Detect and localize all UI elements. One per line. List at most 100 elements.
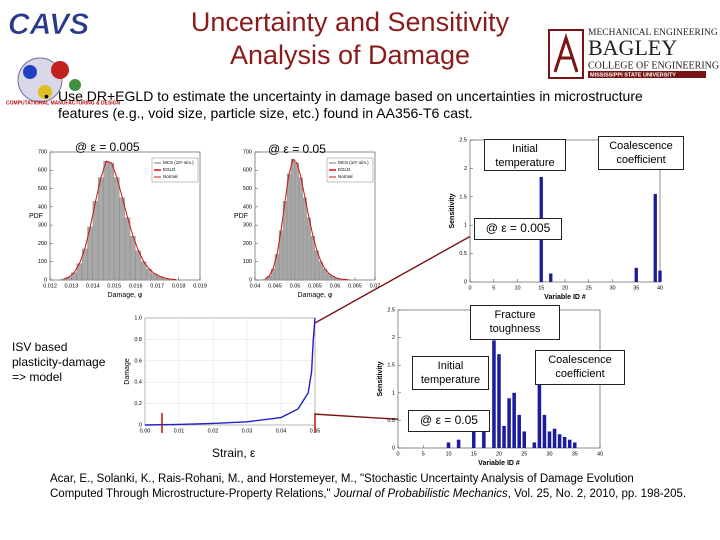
y-tick-label: 400	[243, 204, 252, 210]
x-tick-label: 0.012	[43, 283, 57, 289]
x-tick-label: 0.018	[172, 283, 186, 289]
hist-bar	[290, 159, 295, 281]
x-tick-label: 0.015	[107, 283, 121, 289]
hist-bar	[310, 235, 315, 281]
y-tick-label: 2	[392, 335, 395, 341]
title: Uncertainty and Sensitivity Analysis of …	[150, 6, 550, 72]
y-tick-label: 500	[243, 186, 252, 192]
y-tick-label: 0	[139, 422, 142, 428]
x-tick-label: 0.03	[242, 428, 253, 434]
y-tick-label: 1.5	[387, 363, 395, 369]
fit-curve	[264, 158, 350, 281]
x-axis-label: Damage, φ	[108, 292, 143, 299]
x-tick-label: 0.00	[140, 428, 151, 434]
sensitivity-bar	[522, 431, 527, 448]
department-name: MECHANICAL ENGINEERING	[588, 28, 718, 38]
legend-label: EGLD	[338, 167, 351, 172]
hist-bar	[92, 201, 99, 281]
y-tick-label: 700	[38, 149, 47, 155]
model-caption: ISV based plasticity-damage => model	[12, 340, 106, 384]
college-name: COLLEGE OF ENGINEERING	[588, 60, 719, 71]
legend-label: MCS (10⁴ sim.)	[338, 160, 369, 165]
callout: @ ε = 0.05	[408, 410, 490, 432]
sensitivity-bar	[502, 425, 506, 448]
x-tick-label: 20	[496, 451, 502, 457]
cavs-logo: CAVS COMPUTATIONAL MANUFACTURING & DESIG…	[6, 8, 121, 107]
x-tick-label: 0.017	[150, 283, 164, 289]
x-tick-label: 0.013	[65, 283, 79, 289]
x-tick-label: 15	[471, 451, 477, 457]
sensitivity-bar	[547, 431, 552, 448]
x-tick-label: 0.01	[174, 428, 185, 434]
sensitivity-bar	[482, 420, 486, 448]
x-tick-label: 0.05	[290, 283, 301, 289]
x-tick-label: 0.04	[276, 428, 287, 434]
y-tick-label: 1.5	[459, 194, 467, 200]
title-line: Uncertainty and Sensitivity	[190, 7, 510, 37]
y-axis-label: PDF	[234, 213, 248, 220]
citation-journal: Journal of Probabilistic Mechanics	[333, 488, 508, 500]
strain-caption: Strain, ε	[212, 446, 256, 460]
sensitivity-bar	[532, 442, 537, 448]
x-tick-label: 15	[538, 285, 544, 291]
y-tick-label: 600	[38, 168, 47, 174]
hist-bar	[60, 278, 66, 281]
legend-label: EGLD	[163, 167, 176, 172]
sensitivity-bar	[658, 270, 662, 282]
x-tick-label: 25	[586, 285, 592, 291]
x-axis-label: Variable ID #	[478, 460, 520, 467]
bullet-text: Use DR+EGLD to estimate the uncertainty …	[58, 88, 643, 121]
x-tick-label: 0.07	[370, 283, 381, 289]
callout: Initial temperature	[484, 139, 566, 171]
bagley-name: BAGLEY	[588, 35, 677, 60]
y-tick-label: 0	[464, 279, 467, 285]
university-name: MISSISSIPPI STATE UNIVERSITY	[590, 72, 676, 78]
legend-label: Normal	[163, 174, 178, 179]
sensitivity-bar	[557, 434, 562, 448]
sensitivity-bar	[456, 439, 461, 448]
hist-bar	[98, 177, 104, 281]
x-tick-label: 0.014	[86, 283, 100, 289]
hist-bar	[130, 235, 136, 281]
x-tick-label: 0.019	[193, 283, 207, 289]
hist-bar	[294, 162, 299, 281]
hist-bar	[114, 177, 120, 281]
hist-bar	[108, 162, 115, 281]
x-axis-label: Variable ID #	[544, 294, 586, 301]
x-tick-label: 0.065	[348, 283, 362, 289]
hist-bar	[124, 217, 131, 281]
y-tick-label: 1.0	[134, 315, 142, 321]
sensitivity-bar	[471, 431, 476, 448]
x-axis-label: Damage, φ	[298, 292, 333, 299]
y-tick-label: 300	[38, 223, 47, 229]
legend-label: MCS (10⁴ sim.)	[163, 160, 194, 165]
x-tick-label: 0.04	[250, 283, 261, 289]
bullet-mark: •	[44, 88, 49, 104]
y-tick-label: 400	[38, 204, 47, 210]
chart: 00.20.40.60.81.00.000.010.020.030.040.05…	[124, 315, 321, 434]
x-tick-label: 10	[514, 285, 520, 291]
y-tick-label: 0.2	[134, 401, 142, 407]
chart: 0 100 200 300 400 500 600 700 0.04 0.045 0.05 0.055…	[234, 149, 380, 298]
x-tick-label: 5	[422, 451, 425, 457]
y-tick-label: 2	[464, 166, 467, 172]
y-tick-label: 1	[464, 223, 467, 229]
sensitivity-bar	[562, 436, 567, 448]
y-tick-label: 2.5	[387, 307, 395, 313]
sensitivity-bar	[512, 392, 516, 448]
cavs-wordmark: CAVS	[8, 8, 89, 41]
callout: Initial temperature	[412, 356, 489, 390]
sensitivity-bar	[634, 267, 638, 282]
sensitivity-bar	[517, 414, 521, 448]
hist-bar	[262, 278, 267, 281]
sensitivity-bar	[572, 442, 577, 448]
y-tick-label: 0.5	[387, 418, 395, 424]
x-tick-label: 0.016	[129, 283, 143, 289]
y-tick-label: 300	[243, 223, 252, 229]
plot-area	[144, 317, 316, 426]
hist-bar	[302, 197, 307, 281]
hist-bar	[286, 173, 291, 281]
x-tick-label: 0.055	[308, 283, 322, 289]
x-tick-label: 0.045	[268, 283, 282, 289]
